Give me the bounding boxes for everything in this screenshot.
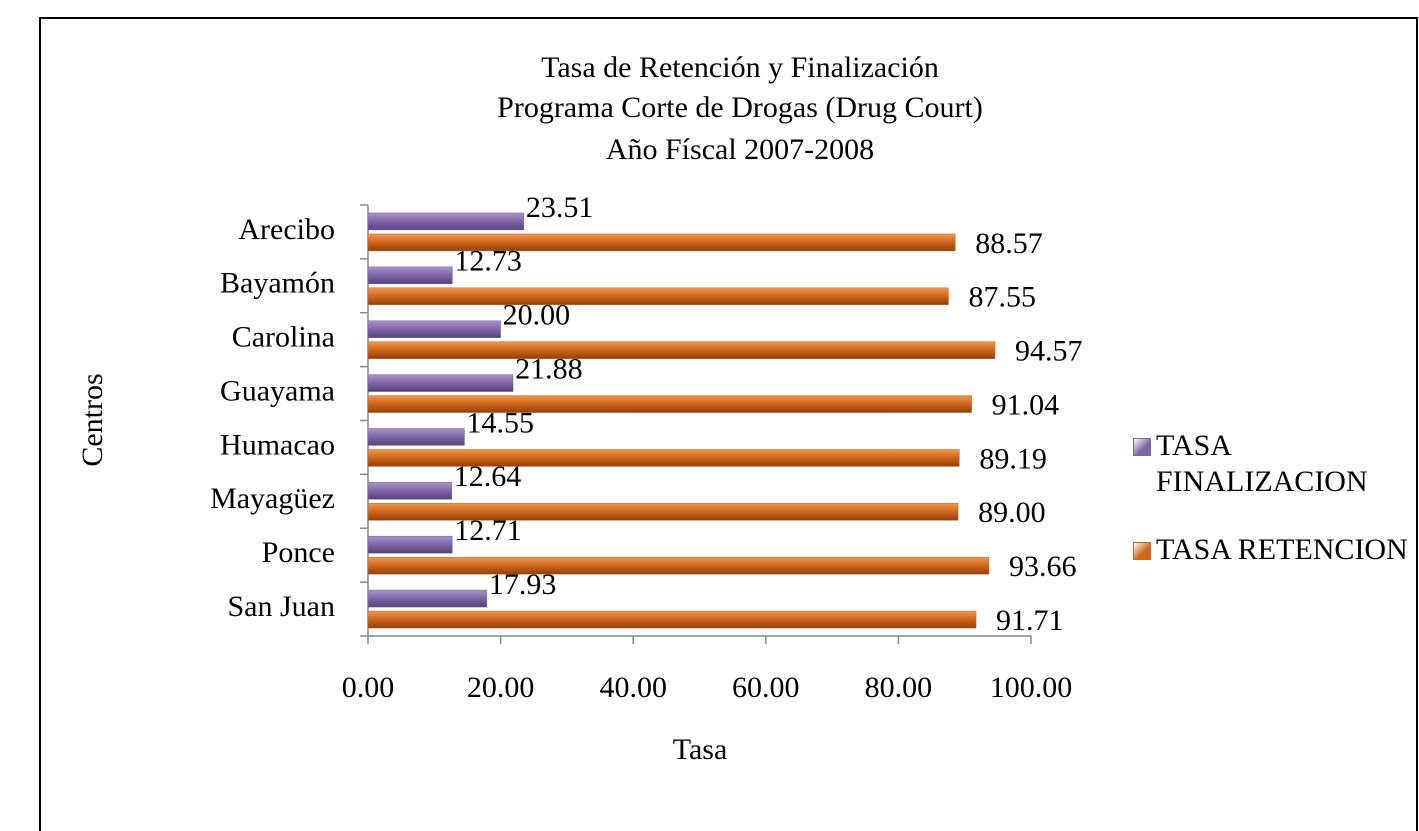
x-tick-label: 100.00 bbox=[990, 671, 1073, 704]
value-label: 91.04 bbox=[992, 388, 1060, 421]
value-label: 23.51 bbox=[526, 191, 594, 224]
legend-swatch bbox=[1133, 438, 1151, 456]
value-label: 12.71 bbox=[454, 514, 522, 547]
legend-label: TASA FINALIZACION bbox=[1156, 429, 1368, 498]
x-tick-label: 60.00 bbox=[732, 671, 800, 704]
bar bbox=[367, 233, 956, 252]
bar bbox=[367, 266, 453, 285]
y-tick-label: Bayamón bbox=[220, 267, 335, 300]
y-tick-label: Arecibo bbox=[238, 213, 335, 246]
bar bbox=[367, 610, 977, 629]
value-label: 89.00 bbox=[978, 496, 1046, 529]
chart-title: Tasa de Retención y Finalización bbox=[541, 51, 939, 84]
value-label: 94.57 bbox=[1015, 335, 1082, 368]
bar bbox=[367, 212, 525, 231]
y-tick-label: Humacao bbox=[220, 428, 335, 461]
bar bbox=[367, 589, 488, 608]
bar bbox=[367, 428, 465, 446]
bar bbox=[367, 320, 501, 338]
value-label: 21.88 bbox=[515, 352, 583, 385]
chart-title: Programa Corte de Drogas (Drug Court) bbox=[497, 91, 983, 124]
legend-swatch bbox=[1133, 542, 1151, 560]
chart-border bbox=[39, 17, 1418, 831]
value-label: 17.93 bbox=[489, 568, 556, 601]
y-tick-label: San Juan bbox=[228, 590, 336, 623]
value-label: 88.57 bbox=[975, 227, 1043, 260]
value-label: 12.64 bbox=[454, 460, 522, 493]
y-axis-title: Centros bbox=[76, 373, 109, 466]
bar bbox=[367, 374, 514, 392]
value-label: 12.73 bbox=[454, 245, 522, 278]
bar bbox=[367, 535, 453, 554]
bar bbox=[367, 395, 972, 413]
y-tick-label: Guayama bbox=[220, 374, 335, 407]
bar bbox=[367, 287, 949, 306]
legend-label: TASA RETENCION bbox=[1156, 533, 1408, 566]
value-label: 93.66 bbox=[1009, 550, 1077, 583]
x-axis-title: Tasa bbox=[673, 733, 728, 766]
y-tick-label: Mayagüez bbox=[210, 482, 335, 515]
value-label: 20.00 bbox=[503, 299, 570, 332]
value-label: 91.71 bbox=[996, 604, 1064, 637]
x-tick-label: 20.00 bbox=[467, 671, 535, 704]
y-tick-label: Carolina bbox=[232, 321, 335, 354]
bar bbox=[367, 449, 960, 467]
bar bbox=[367, 503, 959, 521]
x-tick-label: 40.00 bbox=[599, 671, 667, 704]
x-tick-label: 80.00 bbox=[865, 671, 933, 704]
bar bbox=[367, 482, 453, 500]
x-tick-label: 0.00 bbox=[342, 671, 395, 704]
y-tick-label: Ponce bbox=[262, 536, 335, 569]
bar bbox=[367, 556, 990, 575]
value-label: 89.19 bbox=[979, 442, 1047, 475]
value-label: 14.55 bbox=[466, 406, 534, 439]
chart-title: Año Físcal 2007-2008 bbox=[606, 133, 874, 166]
bar bbox=[367, 341, 996, 359]
value-label: 87.55 bbox=[968, 281, 1036, 314]
